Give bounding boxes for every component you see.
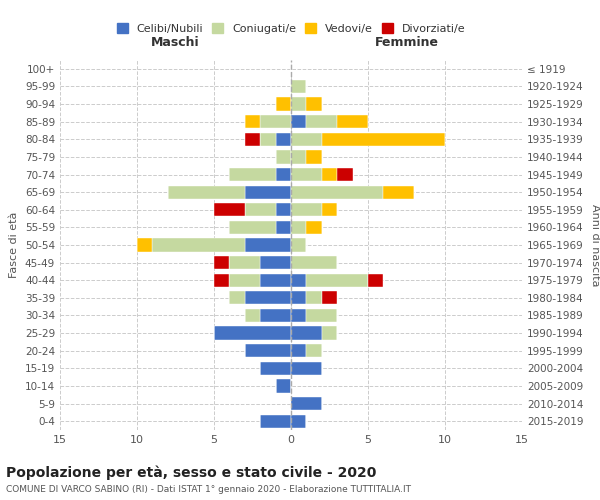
Bar [275,168,291,181]
Bar [337,168,353,181]
Bar [291,256,337,269]
Bar [291,186,383,198]
Bar [229,221,275,234]
Bar [245,344,291,358]
Bar [229,256,260,269]
Bar [291,115,307,128]
Bar [291,238,307,252]
Bar [260,309,291,322]
Text: Femmine: Femmine [374,36,439,50]
Legend: Celibi/Nubili, Coniugati/e, Vedovi/e, Divorziati/e: Celibi/Nubili, Coniugati/e, Vedovi/e, Di… [111,18,471,40]
Bar [291,168,322,181]
Bar [322,168,337,181]
Bar [260,256,291,269]
Bar [307,344,322,358]
Bar [291,291,307,304]
Bar [322,203,337,216]
Bar [322,291,337,304]
Bar [291,362,322,375]
Bar [137,238,152,252]
Bar [307,115,337,128]
Bar [275,380,291,392]
Bar [307,221,322,234]
Bar [275,203,291,216]
Bar [214,326,291,340]
Bar [260,414,291,428]
Bar [291,132,322,146]
Bar [322,132,445,146]
Bar [291,150,307,164]
Bar [214,256,229,269]
Bar [291,344,307,358]
Bar [275,98,291,110]
Text: COMUNE DI VARCO SABINO (RI) - Dati ISTAT 1° gennaio 2020 - Elaborazione TUTTITAL: COMUNE DI VARCO SABINO (RI) - Dati ISTAT… [6,485,411,494]
Bar [245,115,260,128]
Bar [275,150,291,164]
Bar [214,203,245,216]
Bar [229,274,260,287]
Bar [275,221,291,234]
Bar [307,291,322,304]
Bar [291,414,307,428]
Text: Maschi: Maschi [151,36,200,50]
Bar [291,326,322,340]
Bar [383,186,414,198]
Bar [245,132,260,146]
Bar [291,309,307,322]
Bar [260,274,291,287]
Y-axis label: Fasce di età: Fasce di età [10,212,19,278]
Bar [229,168,275,181]
Bar [245,203,275,216]
Bar [307,309,337,322]
Bar [337,115,368,128]
Bar [229,291,245,304]
Bar [245,291,291,304]
Bar [275,132,291,146]
Bar [291,221,307,234]
Bar [368,274,383,287]
Bar [291,274,307,287]
Bar [322,326,337,340]
Bar [152,238,245,252]
Bar [291,98,307,110]
Bar [260,132,275,146]
Bar [168,186,245,198]
Y-axis label: Anni di nascita: Anni di nascita [590,204,600,286]
Bar [245,238,291,252]
Text: Popolazione per età, sesso e stato civile - 2020: Popolazione per età, sesso e stato civil… [6,465,376,479]
Bar [291,397,322,410]
Bar [245,186,291,198]
Bar [291,203,322,216]
Bar [214,274,229,287]
Bar [307,274,368,287]
Bar [260,115,291,128]
Bar [307,150,322,164]
Bar [291,80,307,93]
Bar [307,98,322,110]
Bar [245,309,260,322]
Bar [260,362,291,375]
